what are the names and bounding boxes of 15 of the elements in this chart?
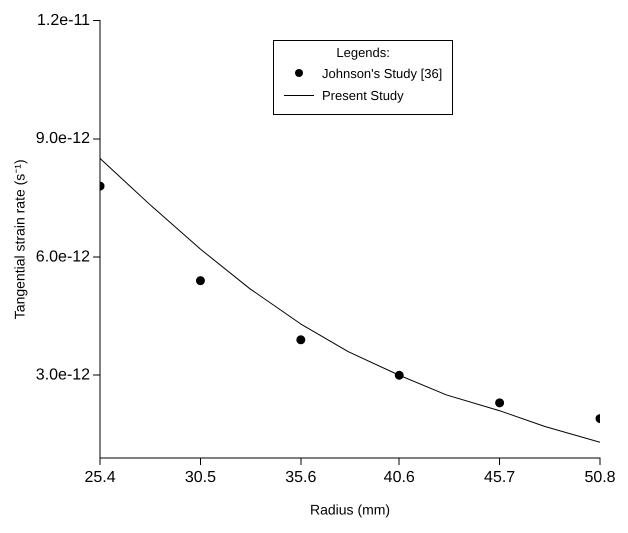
legend-label: Johnson's Study [36] [322, 66, 442, 80]
y-tick-label: 9.0e-12 [36, 130, 90, 148]
y-axis-title: Tangential strain rate (s⁻¹) [11, 159, 28, 320]
x-tick-label: 25.4 [84, 469, 116, 486]
x-tick-label: 50.8 [584, 469, 616, 486]
x-tick-label: 30.5 [184, 469, 216, 486]
y-tick-label: 1.2e-11 [36, 12, 90, 30]
y-tick-label: 6.0e-12 [36, 248, 90, 266]
legend-label: Present Study [322, 88, 404, 102]
x-tick-label: 45.7 [484, 469, 516, 486]
x-tick-label: 35.6 [285, 469, 316, 486]
legend-title: Legends: [335, 45, 391, 60]
x-axis-title: Radius (mm) [310, 501, 390, 518]
y-tick-label: 3.0e-12 [36, 366, 90, 384]
x-tick-label: 40.6 [384, 469, 415, 486]
